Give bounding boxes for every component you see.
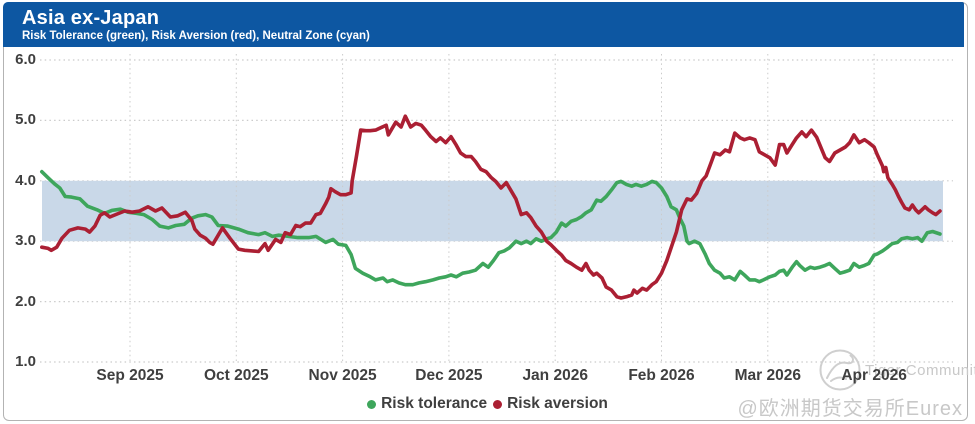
x-axis-label: Dec 2025 [415, 367, 483, 384]
legend-item-risk-aversion: Risk aversion [493, 395, 608, 413]
risk-aversion-label: Risk aversion [507, 395, 608, 412]
chart-header: Asia ex-Japan Risk Tolerance (green), Ri… [3, 2, 964, 47]
watermark-community-label: Tiger Community [865, 361, 975, 379]
risk-tolerance-marker-icon [367, 399, 377, 409]
legend-item-risk-tolerance: Risk tolerance [367, 395, 487, 413]
y-axis-label: 5.0 [15, 111, 36, 129]
chart-title: Asia ex-Japan [22, 7, 160, 29]
x-axis-label: Oct 2025 [203, 367, 269, 384]
watermark-account-label: @欧洲期货交易所Eurex [737, 398, 963, 420]
neutral-zone-band [42, 180, 943, 242]
series-line-risk-aversion [39, 114, 942, 300]
y-axis-label: 2.0 [15, 292, 36, 310]
risk-aversion-marker-icon [493, 399, 503, 409]
chart-subtitle: Risk Tolerance (green), Risk Aversion (r… [22, 30, 370, 42]
tiger-logo-icon [819, 349, 861, 391]
legend: Risk tolerance Risk aversion [0, 395, 975, 413]
y-axis-label: 4.0 [15, 171, 36, 189]
y-axis-label: 1.0 [15, 353, 36, 370]
x-axis-label: Mar 2026 [734, 367, 801, 384]
risk-tolerance-label: Risk tolerance [381, 395, 488, 412]
x-axis-label: Apr 2026 [841, 367, 907, 384]
y-axis-label: 3.0 [15, 232, 36, 250]
y-axis-label: 6.0 [15, 51, 36, 68]
x-axis-label: Feb 2026 [628, 367, 695, 384]
watermark-tiger-community: Tiger Community [817, 348, 975, 392]
x-axis-label: Jan 2026 [522, 367, 588, 384]
x-axis-label: Sep 2025 [96, 367, 164, 384]
x-axis-label: Nov 2025 [308, 367, 377, 384]
series-line-risk-tolerance [39, 169, 942, 287]
